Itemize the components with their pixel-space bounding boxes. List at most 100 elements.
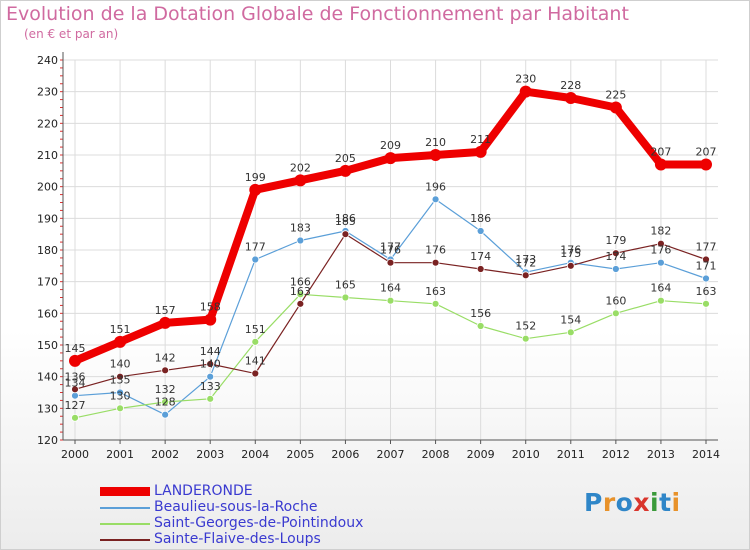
y-tick-label: 190 <box>37 212 58 225</box>
y-tick-label: 130 <box>37 402 58 415</box>
data-label: 177 <box>380 241 401 254</box>
x-tick-label: 2004 <box>241 448 269 461</box>
data-label: 157 <box>155 304 176 317</box>
data-label: 134 <box>65 377 86 390</box>
data-point <box>476 265 485 273</box>
logo-letter: x <box>633 488 650 517</box>
data-label: 128 <box>155 396 176 409</box>
data-label: 158 <box>200 301 221 314</box>
data-label: 164 <box>650 282 671 295</box>
y-tick-label: 140 <box>37 371 58 384</box>
data-point <box>251 369 260 378</box>
data-label: 176 <box>560 244 581 257</box>
legend-swatch <box>100 487 150 496</box>
logo-letter: t <box>659 488 672 517</box>
data-label: 136 <box>65 370 86 383</box>
data-label: 199 <box>245 171 266 184</box>
data-point <box>611 249 620 258</box>
logo-letter: P <box>584 488 603 517</box>
data-point <box>384 152 397 165</box>
legend-swatch <box>100 507 150 509</box>
data-point <box>566 328 575 337</box>
data-point <box>654 158 667 171</box>
data-label: 135 <box>110 374 131 387</box>
x-tick-label: 2013 <box>647 448 675 461</box>
data-label: 209 <box>380 139 401 152</box>
y-tick-label: 240 <box>37 54 58 67</box>
data-point <box>474 145 487 158</box>
x-tick-label: 2005 <box>286 448 314 461</box>
data-label: 127 <box>65 399 86 412</box>
data-label: 163 <box>696 285 717 298</box>
data-point <box>431 299 440 308</box>
x-tick-label: 2001 <box>106 448 134 461</box>
data-label: 186 <box>470 212 491 225</box>
legend-swatch <box>100 523 150 525</box>
data-point <box>657 258 665 267</box>
y-tick-label: 170 <box>37 276 58 289</box>
data-point <box>431 195 440 204</box>
data-label: 175 <box>560 247 581 260</box>
y-tick-label: 220 <box>37 117 58 130</box>
data-point <box>657 296 665 305</box>
data-point <box>251 337 260 346</box>
data-point <box>206 360 215 368</box>
data-label: 142 <box>155 351 176 364</box>
data-point <box>206 372 215 381</box>
chart-subtitle: (en € et par an) <box>24 27 119 41</box>
data-label: 176 <box>425 244 446 257</box>
data-point <box>71 385 79 394</box>
data-point <box>161 366 170 375</box>
data-point <box>476 227 485 235</box>
data-label: 176 <box>380 244 401 257</box>
data-label: 133 <box>200 380 221 393</box>
legend-label: Beaulieu-sous-la-Roche <box>154 499 318 515</box>
data-label: 160 <box>605 294 626 307</box>
data-point <box>521 334 530 343</box>
data-point <box>251 255 260 264</box>
y-tick-label: 120 <box>37 434 58 447</box>
data-point <box>702 255 710 264</box>
data-point <box>114 335 127 348</box>
data-point <box>116 404 124 413</box>
x-tick-label: 2011 <box>557 448 585 461</box>
x-tick-label: 2012 <box>602 448 630 461</box>
data-label: 141 <box>245 355 266 368</box>
y-tick-label: 160 <box>37 307 58 320</box>
data-label: 177 <box>245 241 266 254</box>
data-point <box>564 92 577 104</box>
data-point <box>206 394 215 403</box>
logo-letter: o <box>615 488 634 517</box>
data-point <box>71 413 79 422</box>
legend-label: LANDERONDE <box>154 483 253 499</box>
data-point <box>611 265 620 273</box>
data-label: 230 <box>515 73 536 86</box>
x-tick-label: 2008 <box>422 448 450 461</box>
data-label: 225 <box>605 89 626 102</box>
data-label: 210 <box>425 136 446 149</box>
data-label: 185 <box>335 215 356 228</box>
data-point <box>159 316 172 329</box>
data-label: 154 <box>560 313 581 326</box>
data-point <box>69 354 81 367</box>
logo-letter: r <box>602 488 616 517</box>
data-point <box>429 149 442 161</box>
data-label: 186 <box>335 212 356 225</box>
y-tick-label: 150 <box>37 339 58 352</box>
data-label: 152 <box>515 320 536 333</box>
data-label: 207 <box>650 146 671 159</box>
data-point <box>702 274 710 283</box>
x-tick-label: 2002 <box>151 448 179 461</box>
data-point <box>204 313 217 326</box>
x-tick-label: 2010 <box>512 448 540 461</box>
data-point <box>294 174 307 187</box>
data-point <box>476 322 485 330</box>
data-point <box>431 258 440 267</box>
proxiti-logo: Proxiti <box>584 488 681 517</box>
y-tick-label: 180 <box>37 244 58 257</box>
data-label: 145 <box>65 342 86 355</box>
data-point <box>161 410 170 419</box>
data-label: 179 <box>605 234 626 247</box>
line-chart: 120 130 140 150 160 170 180 190 200 210 220 230 240 2… <box>37 52 720 461</box>
data-label: 140 <box>110 358 131 371</box>
